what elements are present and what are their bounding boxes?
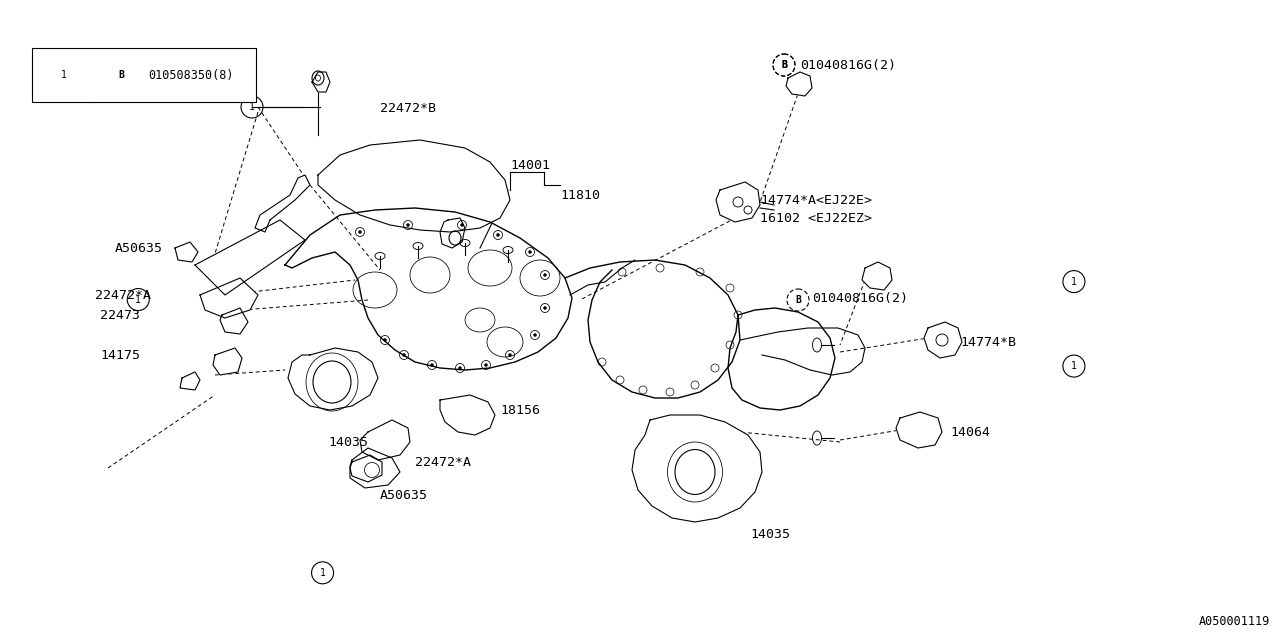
Text: 22472*A: 22472*A: [95, 289, 151, 301]
Text: B: B: [781, 60, 787, 70]
Bar: [32, 48, 256, 102]
Polygon shape: [716, 182, 760, 222]
Text: A50635: A50635: [115, 241, 163, 255]
Ellipse shape: [407, 223, 410, 227]
Text: 18156: 18156: [500, 403, 540, 417]
Text: 1: 1: [1071, 276, 1076, 287]
Polygon shape: [317, 140, 509, 232]
Polygon shape: [786, 72, 812, 96]
Text: 14175: 14175: [100, 349, 140, 362]
Polygon shape: [349, 455, 381, 482]
Ellipse shape: [534, 333, 536, 337]
Polygon shape: [440, 395, 495, 435]
Polygon shape: [861, 262, 892, 290]
Ellipse shape: [497, 234, 499, 237]
Polygon shape: [220, 308, 248, 334]
Ellipse shape: [485, 364, 488, 367]
Ellipse shape: [430, 364, 434, 367]
Polygon shape: [288, 348, 378, 410]
Polygon shape: [195, 220, 305, 295]
Text: 14035: 14035: [750, 529, 790, 541]
Ellipse shape: [384, 339, 387, 342]
Ellipse shape: [402, 353, 406, 356]
Polygon shape: [175, 242, 198, 262]
Text: 22473: 22473: [100, 308, 140, 321]
Polygon shape: [212, 348, 242, 375]
Text: 1: 1: [60, 70, 67, 80]
Text: 16102 <EJ22EZ>: 16102 <EJ22EZ>: [760, 211, 872, 225]
Polygon shape: [728, 308, 835, 410]
Text: 22472*B: 22472*B: [380, 102, 436, 115]
Polygon shape: [924, 322, 963, 358]
Text: 11810: 11810: [561, 189, 600, 202]
Text: 14774*B: 14774*B: [960, 335, 1016, 349]
Text: 14035: 14035: [328, 435, 369, 449]
Polygon shape: [564, 260, 740, 398]
Ellipse shape: [544, 273, 547, 276]
Polygon shape: [360, 420, 410, 460]
Text: 1: 1: [320, 568, 325, 578]
Text: B: B: [781, 60, 787, 70]
Ellipse shape: [358, 230, 361, 234]
Text: B: B: [795, 295, 801, 305]
Text: 010508350(8): 010508350(8): [148, 68, 234, 82]
Ellipse shape: [544, 307, 547, 310]
Polygon shape: [896, 412, 942, 448]
Text: 01040816G(2): 01040816G(2): [812, 291, 908, 305]
Polygon shape: [285, 208, 572, 370]
Text: 14064: 14064: [950, 426, 989, 438]
Ellipse shape: [508, 353, 512, 356]
Polygon shape: [255, 175, 310, 232]
Text: 14774*A<EJ22E>: 14774*A<EJ22E>: [760, 193, 872, 207]
Polygon shape: [312, 72, 330, 92]
Text: 14001: 14001: [509, 159, 550, 172]
Polygon shape: [632, 415, 762, 522]
Ellipse shape: [458, 367, 462, 369]
Text: 01040816G(2): 01040816G(2): [800, 58, 896, 72]
Polygon shape: [440, 218, 465, 248]
Text: 1: 1: [136, 294, 141, 305]
Text: 1: 1: [250, 102, 255, 112]
Polygon shape: [180, 372, 200, 390]
Ellipse shape: [461, 223, 463, 227]
Text: A50635: A50635: [380, 488, 428, 502]
Ellipse shape: [529, 250, 531, 253]
Text: 22472*A: 22472*A: [415, 456, 471, 468]
Text: B: B: [119, 70, 124, 80]
Text: 1: 1: [1071, 361, 1076, 371]
Text: A050001119: A050001119: [1199, 615, 1270, 628]
Polygon shape: [200, 278, 259, 318]
Polygon shape: [349, 448, 399, 488]
